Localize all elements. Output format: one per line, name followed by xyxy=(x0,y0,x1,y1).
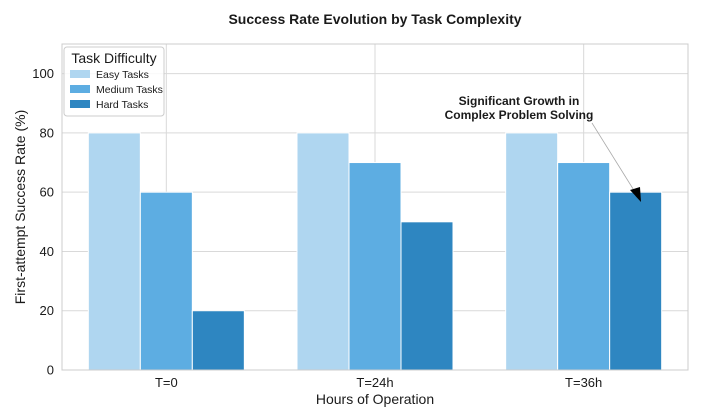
x-tick-label: T=36h xyxy=(565,375,602,390)
bar-hard-tasks-t36h xyxy=(609,191,663,371)
chart-title: Success Rate Evolution by Task Complexit… xyxy=(228,11,521,27)
bar-easy-tasks-t36h xyxy=(505,132,559,371)
bar-hard-tasks-t24h xyxy=(400,221,454,371)
annotation-line-1: Significant Growth in xyxy=(459,94,580,108)
annotation: Significant Growth in Complex Problem So… xyxy=(445,94,641,202)
legend-box xyxy=(63,46,165,117)
x-tick-label: T=0 xyxy=(155,375,178,390)
bar-easy-tasks-t0 xyxy=(87,132,141,371)
bar-hard-tasks-t0 xyxy=(191,310,245,371)
y-tick-label: 0 xyxy=(47,363,54,378)
legend: Task Difficulty Easy Tasks Medium Tasks … xyxy=(63,46,165,117)
x-axis-label: Hours of Operation xyxy=(316,391,434,407)
legend-swatch-easy xyxy=(70,70,90,78)
annotation-line-2: Complex Problem Solving xyxy=(445,108,594,122)
legend-label-easy: Easy Tasks xyxy=(96,69,149,81)
legend-label-medium: Medium Tasks xyxy=(96,84,163,96)
bar-medium-tasks-t0 xyxy=(139,191,193,371)
plot-frame xyxy=(61,43,689,371)
legend-swatch-medium xyxy=(70,85,90,93)
y-tick-label: 60 xyxy=(40,185,54,200)
legend-swatch-hard xyxy=(70,100,90,108)
y-axis-label: First-attempt Success Rate (%) xyxy=(12,110,28,305)
legend-title: Task Difficulty xyxy=(71,50,156,66)
y-tick-label: 100 xyxy=(32,66,54,81)
y-tick-labels: 0 20 40 60 80 100 xyxy=(32,66,54,377)
annotation-arrow-line xyxy=(591,122,636,193)
bar-medium-tasks-t36h xyxy=(557,162,611,371)
x-tick-label: T=24h xyxy=(356,375,393,390)
y-tick-label: 80 xyxy=(40,125,54,140)
bar-medium-tasks-t24h xyxy=(348,162,402,371)
y-tick-label: 40 xyxy=(40,244,54,259)
bars xyxy=(87,132,663,371)
annotation-arrow-head xyxy=(630,187,641,202)
y-tick-label: 20 xyxy=(40,303,54,318)
x-tick-labels: T=0 T=24h T=36h xyxy=(155,375,602,390)
legend-label-hard: Hard Tasks xyxy=(96,99,148,111)
bar-easy-tasks-t24h xyxy=(296,132,350,371)
